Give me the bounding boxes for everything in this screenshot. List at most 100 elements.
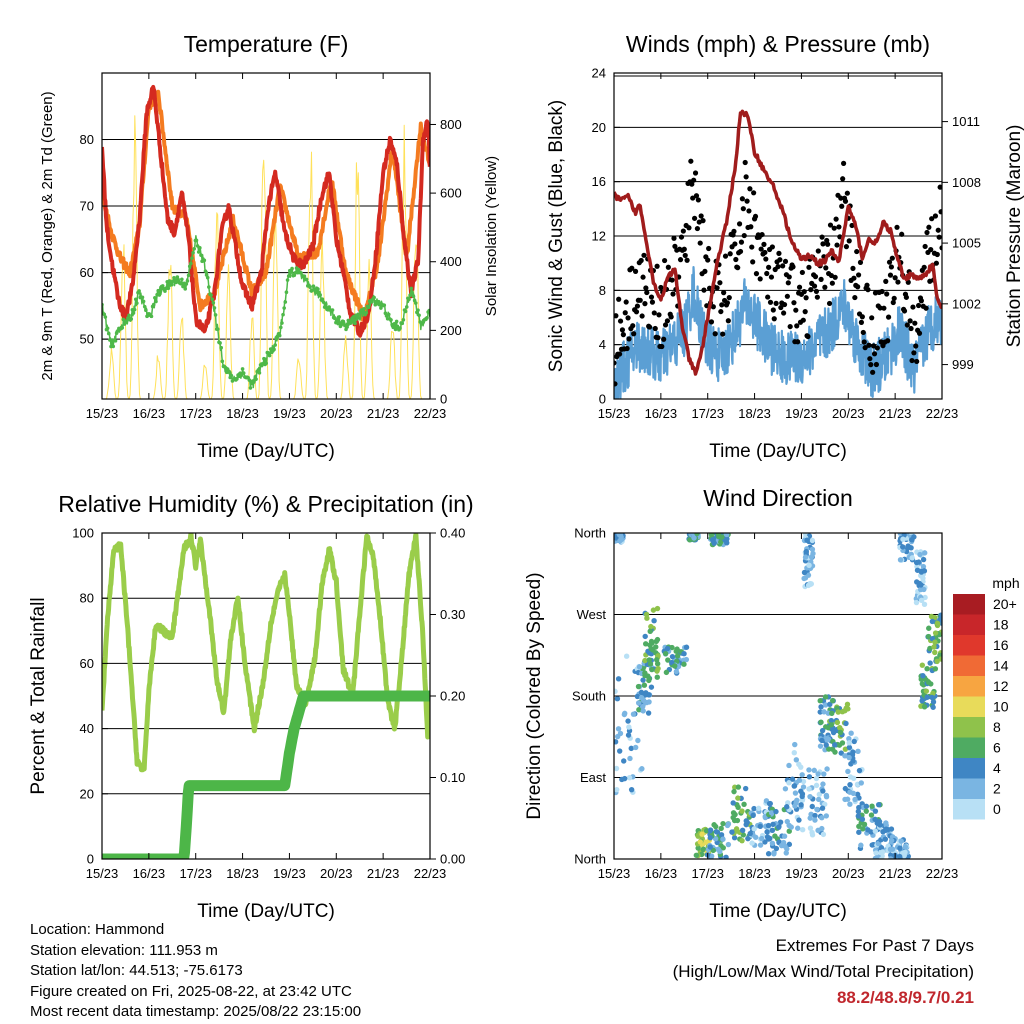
gust-point — [766, 264, 772, 270]
x-tick-label: 16/23 — [133, 406, 166, 421]
direction-point — [806, 774, 813, 780]
direction-point — [743, 818, 749, 824]
chart-panel-humidity: Relative Humidity (%) & Precipitation (i… — [28, 491, 474, 922]
direction-point — [724, 536, 730, 542]
dewpoint-point — [131, 311, 136, 315]
gust-point — [921, 264, 927, 270]
dewpoint-point — [318, 293, 322, 297]
direction-point — [931, 644, 937, 650]
gust-point — [904, 322, 910, 328]
gust-point — [616, 296, 622, 302]
y2-axis-label: Solar Insolation (Yellow) — [483, 156, 500, 316]
direction-point — [855, 813, 862, 819]
direction-point — [718, 539, 724, 545]
dewpoint-point — [304, 277, 309, 282]
dewpoint-point — [210, 297, 215, 301]
direction-point — [873, 850, 879, 856]
dewpoint-point — [308, 285, 312, 289]
direction-point — [842, 796, 848, 803]
gust-point — [726, 295, 732, 301]
gust-point — [659, 343, 665, 350]
dewpoint-point — [345, 325, 349, 329]
direction-point — [614, 733, 621, 740]
gust-point — [706, 245, 712, 252]
direction-point — [771, 851, 777, 857]
gust-point — [744, 198, 750, 204]
dewpoint-point — [160, 284, 165, 288]
colorbar-swatch — [953, 655, 985, 676]
direction-point — [850, 749, 856, 755]
direction-point — [630, 711, 637, 717]
direction-point — [664, 645, 671, 652]
gust-point — [695, 197, 701, 203]
dewpoint-point — [286, 274, 291, 278]
gust-point — [630, 323, 636, 329]
direction-point — [642, 657, 648, 664]
direction-point — [614, 786, 620, 793]
dewpoint-point — [229, 373, 234, 378]
humidity-series — [102, 533, 430, 859]
gust-point — [748, 224, 754, 230]
direction-point — [665, 657, 671, 663]
direction-point — [635, 737, 641, 744]
direction-point — [627, 755, 633, 762]
direction-point — [718, 825, 724, 832]
dewpoint-point — [223, 366, 228, 370]
gust-point — [642, 301, 648, 307]
direction-point — [648, 645, 654, 652]
y-axis-label: Direction (Colored By Speed) — [524, 572, 545, 819]
solar-insolation-line — [292, 358, 305, 399]
gust-point — [624, 345, 630, 352]
direction-point — [802, 554, 809, 560]
y2-tick-label: 0 — [440, 392, 447, 407]
direction-point — [930, 704, 936, 710]
direction-point — [632, 744, 639, 751]
chart-panel-wind-direction: Wind Direction 15/23 16/23 17/23 18/23 19/23 2… — [524, 485, 958, 922]
gust-point — [932, 213, 939, 219]
direction-point — [687, 537, 693, 543]
gust-point — [926, 224, 932, 230]
gust-point — [740, 206, 746, 212]
dewpoint-point — [192, 246, 197, 251]
gust-point — [700, 218, 706, 224]
gust-point — [886, 259, 893, 265]
gust-point — [833, 216, 839, 222]
dewpoint-point — [316, 287, 320, 291]
direction-point — [837, 729, 844, 736]
gust-point — [736, 221, 743, 227]
x-tick-label: 17/23 — [691, 406, 724, 421]
direction-point — [792, 790, 799, 796]
direction-point — [648, 684, 655, 690]
gust-point — [873, 361, 880, 368]
gust-point — [874, 345, 880, 351]
direction-point — [829, 710, 835, 717]
gust-point — [867, 356, 873, 362]
direction-point — [878, 845, 885, 851]
x-tick-label: 21/23 — [367, 866, 400, 881]
direction-point — [887, 852, 894, 858]
direction-point — [691, 535, 697, 541]
dewpoint-point — [337, 315, 342, 319]
dewpoint-point — [356, 312, 361, 316]
direction-point — [932, 630, 939, 636]
colorbar-swatch — [953, 717, 985, 738]
direction-point — [925, 679, 932, 686]
gust-point — [689, 181, 695, 187]
gust-point — [626, 336, 632, 342]
direction-point — [848, 730, 854, 736]
x-tick-label: 22/23 — [926, 866, 959, 881]
colorbar-swatch — [953, 635, 985, 656]
dewpoint-point — [425, 316, 429, 320]
dewpoint-point — [202, 258, 207, 263]
direction-point — [739, 827, 746, 834]
direction-point — [816, 791, 823, 798]
gust-point — [775, 264, 781, 270]
direction-point — [807, 793, 813, 800]
direction-point — [916, 559, 922, 565]
x-axis-label: Time (Day/UTC) — [709, 901, 847, 922]
direction-point — [856, 804, 862, 811]
y2-tick-label: 0.00 — [440, 852, 465, 867]
direction-point — [883, 820, 889, 826]
direction-point — [628, 786, 635, 793]
direction-point — [712, 836, 719, 842]
